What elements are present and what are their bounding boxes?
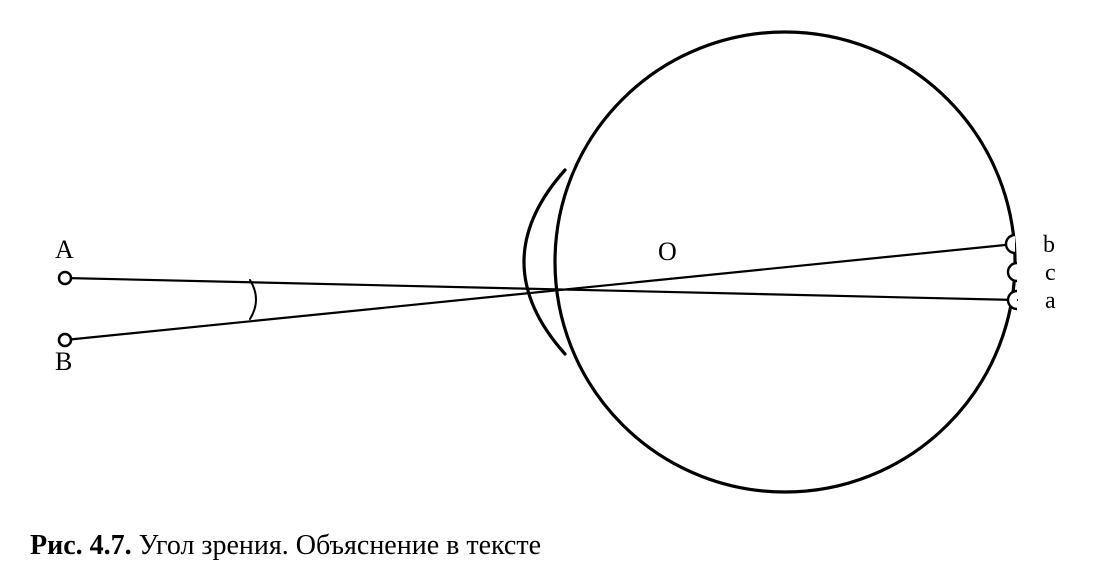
receptor-b-label: b — [1043, 232, 1055, 258]
eyeball-outline — [555, 32, 1015, 492]
caption-text: Угол зрения. Объяснение в тексте — [132, 530, 541, 561]
source-point-B-label: B — [55, 347, 72, 376]
receptor-c-label: c — [1045, 260, 1056, 286]
receptor-a-label: a — [1045, 288, 1056, 314]
receptor-c — [1008, 263, 1017, 281]
visual-angle-arc — [250, 280, 256, 319]
nodal-point-label: O — [658, 237, 677, 266]
figure-caption: Рис. 4.7. Угол зрения. Объяснение в текс… — [30, 530, 541, 562]
ray-B-b — [65, 244, 1015, 340]
caption-label: Рис. 4.7. — [30, 530, 132, 561]
source-point-B — [59, 334, 71, 346]
receptor-a — [1008, 291, 1017, 309]
ray-A-a — [65, 278, 1017, 300]
receptor-b — [1006, 235, 1015, 253]
source-point-A-label: A — [55, 235, 74, 264]
source-point-A — [59, 272, 71, 284]
